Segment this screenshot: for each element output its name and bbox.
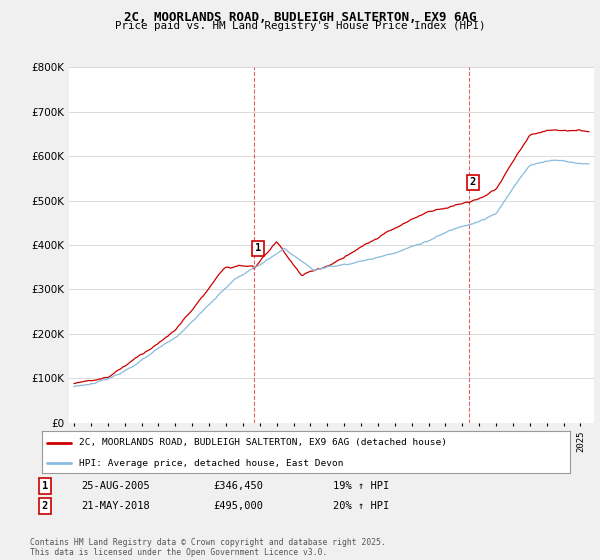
Text: HPI: Average price, detached house, East Devon: HPI: Average price, detached house, East… xyxy=(79,459,343,468)
Text: 1: 1 xyxy=(42,481,48,491)
Text: 19% ↑ HPI: 19% ↑ HPI xyxy=(333,481,389,491)
Text: 25-AUG-2005: 25-AUG-2005 xyxy=(81,481,150,491)
Text: 2C, MOORLANDS ROAD, BUDLEIGH SALTERTON, EX9 6AG (detached house): 2C, MOORLANDS ROAD, BUDLEIGH SALTERTON, … xyxy=(79,438,447,447)
Text: 2C, MOORLANDS ROAD, BUDLEIGH SALTERTON, EX9 6AG: 2C, MOORLANDS ROAD, BUDLEIGH SALTERTON, … xyxy=(124,11,476,24)
Text: £495,000: £495,000 xyxy=(213,501,263,511)
Text: 2: 2 xyxy=(470,177,476,187)
Text: 2: 2 xyxy=(42,501,48,511)
Text: £346,450: £346,450 xyxy=(213,481,263,491)
Text: 1: 1 xyxy=(255,243,261,253)
Text: 20% ↑ HPI: 20% ↑ HPI xyxy=(333,501,389,511)
Text: 21-MAY-2018: 21-MAY-2018 xyxy=(81,501,150,511)
Text: Contains HM Land Registry data © Crown copyright and database right 2025.
This d: Contains HM Land Registry data © Crown c… xyxy=(30,538,386,557)
Text: Price paid vs. HM Land Registry's House Price Index (HPI): Price paid vs. HM Land Registry's House … xyxy=(115,21,485,31)
